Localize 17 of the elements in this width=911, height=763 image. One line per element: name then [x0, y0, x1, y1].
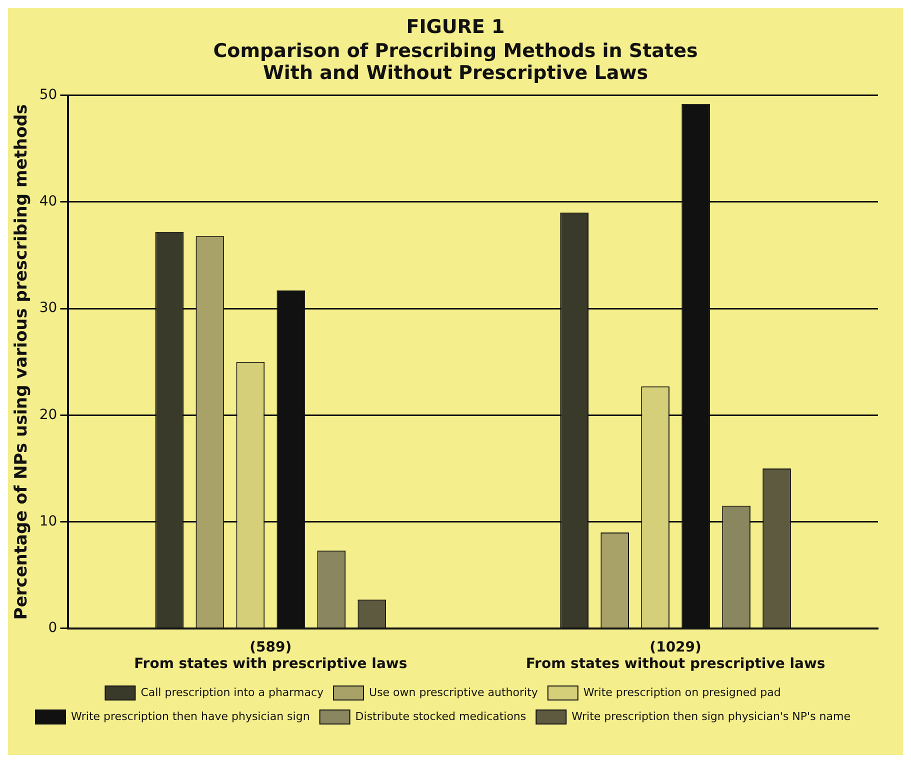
y-tick-label: 30 — [39, 300, 58, 316]
y-tick-label: 40 — [39, 194, 58, 210]
legend-label: Distribute stocked medications — [355, 710, 526, 723]
legend-label: Call prescription into a pharmacy — [140, 686, 324, 699]
y-tick-label: 20 — [39, 406, 58, 423]
chart-subtitle: Comparison of Prescribing Methods in States With and Without Prescriptive Laws — [212, 40, 699, 84]
x-tick-label: (589) From states with prescriptive laws — [134, 639, 408, 672]
chart-title: FIGURE 1 — [405, 15, 506, 38]
y-axis-title: Percentage of NPs using various prescribing methods — [12, 104, 32, 620]
y-tick-label: 50 — [39, 87, 58, 104]
legend-label: Write prescription then sign physician's NP's name — [572, 710, 851, 723]
y-tick-label: 10 — [39, 513, 58, 530]
legend-label: Write prescription then have physician sign — [71, 710, 310, 723]
x-tick-label: (1029) From states without prescriptive laws — [526, 639, 826, 672]
y-tick-label: 0 — [48, 620, 58, 636]
legend-label: Write prescription on presigned pad — [583, 686, 781, 699]
legend-label: Use own prescriptive authority — [369, 686, 538, 699]
